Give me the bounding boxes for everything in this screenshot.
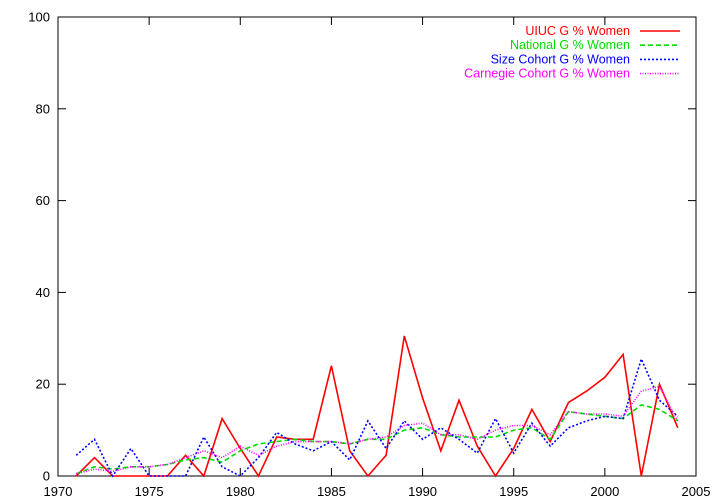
x-tick-label: 1975 [135, 484, 164, 499]
plot-area-frame [57, 16, 697, 477]
y-tick-label: 100 [28, 10, 50, 25]
x-tick-label: 1990 [408, 484, 437, 499]
x-tick-label: 1985 [317, 484, 346, 499]
plot-border [57, 16, 697, 477]
y-tick-label: 40 [36, 285, 50, 300]
y-tick-label: 20 [36, 377, 50, 392]
x-tick-label: 2005 [682, 484, 711, 499]
legend-label: Carnegie Cohort G % Women [464, 67, 630, 81]
series-line-size-cohort-g-women [75, 356, 679, 478]
series-layer [75, 335, 679, 478]
series-line-carnegie-cohort-g-women [76, 385, 679, 475]
series-line-national-g-women [75, 404, 679, 475]
x-tick-label: 2000 [590, 484, 619, 499]
legend-label: National G % Women [510, 38, 630, 52]
x-tick-label: 1980 [226, 484, 255, 499]
legend-label: UIUC G % Women [525, 24, 630, 38]
y-tick-label: 80 [36, 101, 50, 116]
x-tick-label: 1995 [499, 484, 528, 499]
axis-ticks: 1970 1975 1980 1985 1990 1995 2000 2005 0 20 40 60 8… [28, 10, 710, 500]
y-tick-label: 60 [36, 193, 50, 208]
series-line-uiuc-g-women [75, 335, 679, 478]
legend-label: Size Cohort G % Women [491, 52, 630, 66]
x-tick-label: 1970 [44, 484, 73, 499]
y-tick-label: 0 [43, 469, 50, 484]
